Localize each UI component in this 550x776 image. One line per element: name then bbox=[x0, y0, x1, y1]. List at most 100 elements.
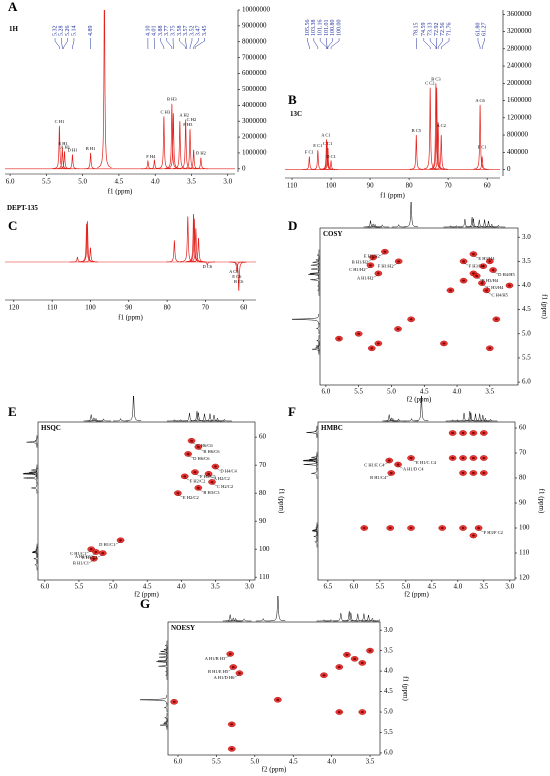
label-pointer bbox=[215, 467, 221, 471]
projection-peak bbox=[414, 396, 429, 422]
x-tick-label: 3.5 bbox=[187, 178, 196, 186]
x-tick-label: 3.5 bbox=[479, 583, 488, 591]
cross-peak-core bbox=[190, 439, 193, 442]
shift-connector bbox=[319, 38, 327, 49]
cross-peak-core bbox=[472, 432, 475, 434]
projection-peak bbox=[356, 612, 372, 622]
cross-peak-core bbox=[231, 666, 235, 669]
shift-label: 3.52 bbox=[189, 26, 195, 37]
cross-peak-core bbox=[322, 674, 326, 677]
label-pointer bbox=[198, 489, 204, 492]
peak bbox=[434, 135, 448, 170]
peak bbox=[188, 228, 204, 263]
projection-peak bbox=[125, 396, 142, 422]
projection-peak bbox=[30, 482, 38, 494]
cross-peak-core bbox=[357, 332, 361, 335]
x-tick-label: 4.5 bbox=[427, 583, 436, 591]
cross-peak-core bbox=[396, 327, 400, 330]
peak-annotation: C C1 bbox=[323, 141, 332, 146]
peak bbox=[431, 122, 445, 170]
projection-peak bbox=[112, 418, 129, 422]
cross-peak-core bbox=[488, 347, 492, 350]
y-tick-label: 400000 bbox=[507, 148, 529, 156]
label-pointer bbox=[384, 461, 390, 465]
x-tick-label: 5.5 bbox=[354, 388, 363, 396]
projection-peak bbox=[306, 426, 318, 439]
cross-peak-label: A H1/C1 bbox=[75, 554, 91, 559]
projection-peak bbox=[189, 410, 205, 422]
x-tick-label: 6.0 bbox=[322, 388, 331, 396]
projection-peak bbox=[323, 619, 339, 622]
x-tick-label: 4.0 bbox=[151, 178, 160, 186]
panel-letter: F bbox=[288, 404, 296, 419]
y-tick-label: 2000000 bbox=[242, 133, 267, 141]
shift-label: 73.13 bbox=[428, 23, 434, 37]
shift-connector bbox=[193, 38, 199, 49]
cross-peak-core bbox=[508, 284, 511, 287]
cross-peak-core bbox=[494, 318, 498, 321]
peak bbox=[186, 149, 201, 170]
cross-peak-core bbox=[472, 472, 475, 474]
x-axis-label: f1 (ppm) bbox=[108, 188, 133, 196]
shift-connector bbox=[429, 38, 437, 49]
plot-frame bbox=[37, 421, 256, 581]
projection-peak bbox=[209, 417, 226, 422]
peak-annotation: D H2 bbox=[196, 151, 206, 156]
label-pointer bbox=[386, 474, 392, 478]
x-tick-label: 5.0 bbox=[78, 178, 87, 186]
cross-peak-core bbox=[388, 527, 392, 529]
y-tick-label: 1600000 bbox=[507, 96, 532, 104]
projection-peak bbox=[303, 454, 318, 466]
y-tick-label: 100 bbox=[519, 524, 530, 532]
peak bbox=[311, 150, 325, 170]
peak bbox=[186, 218, 203, 263]
x-tick-label: 6.5 bbox=[324, 583, 333, 591]
top-projection bbox=[83, 396, 232, 422]
cross-peak-core bbox=[183, 475, 187, 478]
peak-annotation: F H4 bbox=[146, 154, 156, 159]
cross-peak-label: D H4/H5 bbox=[498, 272, 515, 277]
cross-peak-core bbox=[337, 711, 341, 714]
cross-peak-core bbox=[477, 527, 481, 529]
cross-peak-core bbox=[376, 272, 380, 275]
cross-peak-label: F H1/H2 bbox=[378, 263, 394, 268]
cross-peak-core bbox=[119, 539, 122, 542]
projection-peak bbox=[316, 249, 320, 261]
cross-peak-label: B H1/H2 bbox=[352, 259, 368, 264]
cross-peak-core bbox=[383, 250, 387, 253]
peak-annotation: A C1 bbox=[321, 132, 330, 137]
top-projection bbox=[222, 596, 380, 622]
x-tick-label: 5.0 bbox=[387, 388, 396, 396]
projection-peak bbox=[364, 617, 380, 622]
x-tick-label: 90 bbox=[367, 182, 375, 190]
cross-peak-label: B H3/H4 bbox=[482, 278, 499, 283]
shift-label: 5.14 bbox=[71, 26, 77, 37]
y-tick-label: 3.5 bbox=[384, 646, 393, 654]
cross-peak-label: A H1/H2 bbox=[357, 275, 373, 280]
cross-peak-core bbox=[337, 337, 341, 340]
cross-peak-core bbox=[461, 457, 465, 459]
projection-peak bbox=[382, 413, 397, 422]
projection-peak bbox=[310, 263, 320, 275]
x-tick-label: 6.0 bbox=[349, 583, 358, 591]
x-tick-label: 3.0 bbox=[505, 583, 514, 591]
projection-peak bbox=[481, 220, 496, 228]
cross-peak-core bbox=[238, 672, 241, 675]
cross-peaks bbox=[360, 430, 488, 539]
shift-connector bbox=[313, 38, 319, 49]
peak-annotation: B H3 bbox=[167, 97, 177, 102]
cross-peak-core bbox=[462, 279, 465, 282]
cross-peak-core bbox=[228, 652, 232, 655]
projection-peak bbox=[372, 619, 380, 622]
left-projection bbox=[22, 435, 38, 571]
cross-peak-core bbox=[440, 527, 444, 529]
peak bbox=[78, 223, 95, 263]
projection-peak bbox=[457, 218, 472, 228]
shift-label: 72.56 bbox=[440, 23, 446, 37]
shift-label: 72.92 bbox=[434, 23, 440, 37]
peak-annotation: F H3 bbox=[183, 122, 193, 127]
x-tick-label: 80 bbox=[406, 182, 414, 190]
y-tick-label: 7000000 bbox=[242, 53, 267, 61]
cross-peak-core bbox=[207, 472, 210, 475]
y-tick-label: 5.5 bbox=[384, 728, 393, 736]
